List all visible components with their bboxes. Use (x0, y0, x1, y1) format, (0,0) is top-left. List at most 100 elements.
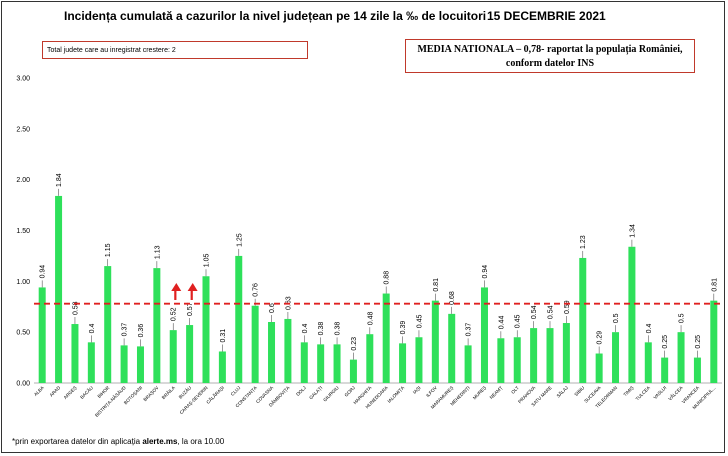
category-label: BRĂILA (160, 384, 176, 400)
y-tick-label: 0.50 (16, 330, 30, 337)
bar (284, 318, 292, 383)
data-label: 0.23 (351, 337, 358, 351)
category-label: SĂLAJ (555, 384, 569, 398)
bar (628, 246, 636, 383)
data-label: 0.4 (302, 323, 309, 333)
data-label: 0.59 (564, 300, 571, 314)
bar (136, 346, 144, 383)
data-label: 1.23 (580, 235, 587, 249)
footnote-prefix: *prin exportarea datelor din aplicația (12, 437, 143, 446)
data-label: 0.38 (335, 322, 342, 336)
data-label: 0.48 (367, 311, 374, 325)
bar (562, 323, 570, 383)
footnote-app: alerte.ms (142, 437, 178, 446)
category-label: GALAȚI (308, 385, 323, 400)
y-tick-label: 1.00 (16, 279, 30, 286)
data-label: 0.94 (40, 265, 47, 279)
bar (153, 268, 161, 383)
bar (38, 287, 46, 383)
data-label: 0.37 (122, 323, 129, 337)
data-label: 0.31 (220, 329, 227, 343)
bar (612, 332, 620, 383)
bar (480, 287, 488, 383)
bar (431, 300, 439, 383)
bar (349, 359, 357, 383)
bar (268, 322, 276, 383)
category-label: BIHOR (97, 385, 111, 399)
category-label: SIBIU (573, 385, 585, 397)
y-tick-label: 0.00 (16, 381, 30, 388)
bar (497, 338, 505, 383)
bar (104, 266, 112, 383)
category-label: BUZĂU (177, 384, 192, 399)
bar (693, 357, 701, 383)
data-label: 0.52 (171, 307, 178, 321)
category-label: DOLJ (295, 385, 307, 397)
bar (333, 344, 341, 383)
footnote: *prin exportarea datelor din aplicația a… (12, 437, 224, 446)
national-average-line1: MEDIA NATIONALA – 0,78- raportat la popu… (417, 44, 683, 55)
data-label: 0.54 (548, 305, 555, 319)
bar (677, 332, 685, 383)
data-label: 0.38 (318, 322, 325, 336)
bar (661, 357, 669, 383)
data-label: 0.44 (498, 316, 505, 330)
bar (644, 342, 652, 383)
bar (399, 343, 407, 383)
category-label: BACĂU (79, 384, 94, 399)
data-label: 0.45 (515, 315, 522, 329)
data-label: 0.58 (72, 301, 79, 315)
data-label: 0.37 (466, 323, 473, 337)
bar (251, 305, 259, 383)
data-label: 0.36 (138, 324, 145, 338)
data-label: 0.4 (89, 323, 96, 333)
data-label: 0.81 (433, 278, 440, 292)
bar (530, 328, 538, 383)
category-label: BRAȘOV (142, 385, 160, 403)
data-label: 0.29 (597, 331, 604, 345)
category-label: ARGEȘ (63, 385, 78, 400)
y-tick-label: 1.50 (16, 228, 30, 235)
category-label: BISTRIȚA-NĂSĂUD (93, 384, 127, 418)
category-label: TIMIȘ (622, 385, 634, 397)
bar (87, 342, 95, 383)
y-tick-label: 3.00 (16, 76, 30, 83)
data-label: 0.6 (269, 303, 276, 313)
category-label: NEAMȚ (489, 385, 504, 400)
data-label: 1.25 (236, 233, 243, 247)
bar (448, 313, 456, 383)
bar (415, 337, 423, 383)
increase-arrow-icon (171, 283, 182, 300)
data-label: 1.05 (204, 254, 211, 268)
category-label: IAȘI (412, 385, 422, 395)
y-tick-label: 2.00 (16, 177, 30, 184)
category-label: GIURGIU (322, 385, 339, 402)
bar (382, 293, 390, 383)
data-label: 0.39 (400, 321, 407, 335)
data-label: 0.81 (711, 278, 718, 292)
category-label: CĂLĂRAȘI (205, 384, 225, 404)
increase-arrow-icon (187, 283, 198, 300)
bar (55, 195, 63, 383)
bar (71, 324, 79, 383)
bar (317, 344, 325, 383)
bar (710, 300, 718, 383)
chart-title: Incidența cumulată a cazurilor la nivel … (64, 9, 487, 23)
bar (579, 257, 587, 383)
category-label: ARAD (49, 385, 62, 398)
data-label: 0.68 (449, 291, 456, 305)
bar (202, 276, 210, 383)
category-label: ALBA (33, 385, 46, 398)
bar (366, 334, 374, 383)
data-label: 0.5 (679, 313, 686, 323)
data-label: 1.15 (105, 243, 112, 257)
bar (546, 328, 554, 383)
data-label: 0.25 (695, 335, 702, 349)
category-label: ILFOV (425, 385, 439, 399)
footnote-suffix: , la ora 10.00 (177, 437, 225, 446)
data-label: 0.76 (253, 283, 260, 297)
data-label: 0.45 (416, 315, 423, 329)
y-tick-label: 2.50 (16, 126, 30, 133)
